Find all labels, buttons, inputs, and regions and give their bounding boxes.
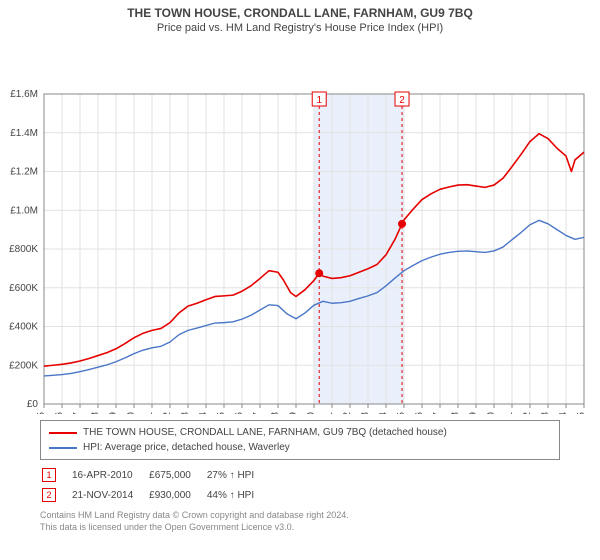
svg-text:2009: 2009 <box>288 412 299 414</box>
svg-text:2008: 2008 <box>270 412 281 414</box>
svg-text:2018: 2018 <box>450 412 461 414</box>
svg-text:£200K: £200K <box>9 360 38 371</box>
legend-swatch <box>49 432 77 434</box>
license-footer: Contains HM Land Registry data © Crown c… <box>40 510 560 533</box>
svg-text:1: 1 <box>316 95 322 106</box>
svg-text:2001: 2001 <box>144 412 155 414</box>
svg-text:2010: 2010 <box>306 412 317 414</box>
svg-text:£0: £0 <box>27 399 39 410</box>
sale-date: 21-NOV-2014 <box>72 486 147 504</box>
svg-text:1999: 1999 <box>108 412 119 414</box>
svg-text:2014: 2014 <box>378 412 389 414</box>
legend-row: THE TOWN HOUSE, CRONDALL LANE, FARNHAM, … <box>49 425 551 440</box>
svg-text:2019: 2019 <box>468 412 479 414</box>
svg-text:2016: 2016 <box>414 412 425 414</box>
sale-delta: 27% ↑ HPI <box>207 466 268 484</box>
svg-text:1997: 1997 <box>72 412 83 414</box>
chart-area: £0 £200K £400K £600K £800K £1.0M £1.2M £1.4M £1.… <box>0 34 600 414</box>
table-row: 2 21-NOV-2014 £930,000 44% ↑ HPI <box>42 486 268 504</box>
sale-price: £930,000 <box>149 486 205 504</box>
svg-text:2015: 2015 <box>396 412 407 414</box>
chart-title: THE TOWN HOUSE, CRONDALL LANE, FARNHAM, … <box>0 6 600 20</box>
svg-text:1998: 1998 <box>90 412 101 414</box>
sale-delta: 44% ↑ HPI <box>207 486 268 504</box>
legend-swatch <box>49 447 77 449</box>
svg-text:£800K: £800K <box>9 244 38 255</box>
svg-text:2021: 2021 <box>504 412 515 414</box>
table-row: 1 16-APR-2010 £675,000 27% ↑ HPI <box>42 466 268 484</box>
svg-text:2011: 2011 <box>324 412 335 414</box>
svg-text:1996: 1996 <box>54 412 65 414</box>
svg-text:2020: 2020 <box>486 412 497 414</box>
svg-text:2004: 2004 <box>198 412 209 414</box>
svg-text:2002: 2002 <box>162 412 173 414</box>
svg-text:2: 2 <box>399 95 405 106</box>
svg-text:£1.2M: £1.2M <box>10 167 38 178</box>
svg-text:2012: 2012 <box>342 412 353 414</box>
svg-text:2003: 2003 <box>180 412 191 414</box>
price-chart-svg: £0 £200K £400K £600K £800K £1.0M £1.2M £1.4M £1.… <box>0 34 600 414</box>
legend-label: HPI: Average price, detached house, Wave… <box>83 440 290 455</box>
svg-text:1995: 1995 <box>36 412 47 414</box>
sale-marker-icon: 1 <box>42 468 56 482</box>
sales-table: 1 16-APR-2010 £675,000 27% ↑ HPI 2 21-NO… <box>40 464 270 506</box>
svg-text:2006: 2006 <box>234 412 245 414</box>
legend-row: HPI: Average price, detached house, Wave… <box>49 440 551 455</box>
svg-text:2025: 2025 <box>576 412 587 414</box>
footer-line: Contains HM Land Registry data © Crown c… <box>40 510 560 522</box>
sale-marker-icon: 2 <box>42 488 56 502</box>
svg-text:2007: 2007 <box>252 412 263 414</box>
svg-text:£1.0M: £1.0M <box>10 205 38 216</box>
legend: THE TOWN HOUSE, CRONDALL LANE, FARNHAM, … <box>40 420 560 460</box>
footer-line: This data is licensed under the Open Gov… <box>40 522 560 534</box>
chart-subtitle: Price paid vs. HM Land Registry's House … <box>0 22 600 34</box>
svg-text:2000: 2000 <box>126 412 137 414</box>
svg-text:2023: 2023 <box>540 412 551 414</box>
svg-text:£1.6M: £1.6M <box>10 89 38 100</box>
svg-text:2024: 2024 <box>558 412 569 414</box>
svg-text:£1.4M: £1.4M <box>10 128 38 139</box>
svg-text:2017: 2017 <box>432 412 443 414</box>
chart-header: THE TOWN HOUSE, CRONDALL LANE, FARNHAM, … <box>0 0 600 34</box>
sale-date: 16-APR-2010 <box>72 466 147 484</box>
sale-price: £675,000 <box>149 466 205 484</box>
svg-text:£400K: £400K <box>9 322 38 333</box>
svg-text:2013: 2013 <box>360 412 371 414</box>
legend-label: THE TOWN HOUSE, CRONDALL LANE, FARNHAM, … <box>83 425 447 440</box>
svg-text:£600K: £600K <box>9 283 38 294</box>
svg-text:2022: 2022 <box>522 412 533 414</box>
svg-text:2005: 2005 <box>216 412 227 414</box>
